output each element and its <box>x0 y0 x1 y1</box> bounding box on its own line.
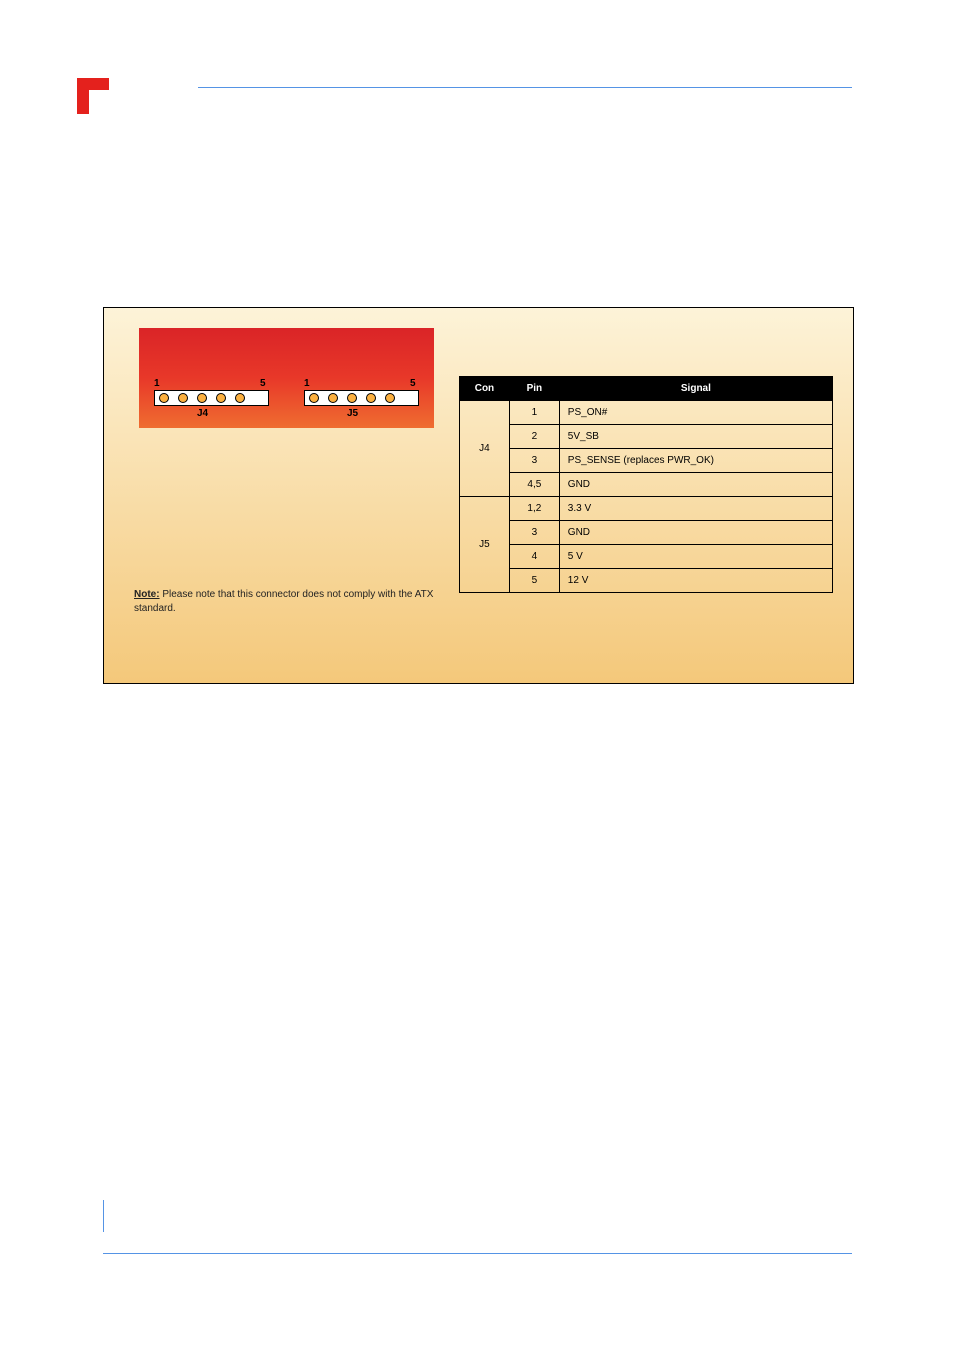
j5-label: J5 <box>347 408 358 419</box>
pin-icon <box>216 393 226 403</box>
footer-rule <box>125 1253 852 1254</box>
table-header-row: Con Pin Signal <box>460 377 833 401</box>
footer-tick-icon <box>103 1200 104 1232</box>
cell-pin: 5 <box>509 569 559 593</box>
note-block: Note: Please note that this connector do… <box>134 588 444 616</box>
table-row: J51,23.3 V <box>460 497 833 521</box>
cell-signal: 12 V <box>559 569 832 593</box>
cell-pin: 3 <box>509 521 559 545</box>
pin-icon <box>328 393 338 403</box>
j4-label: J4 <box>197 408 208 419</box>
pin-icon <box>309 393 319 403</box>
cell-signal: PS_ON# <box>559 401 832 425</box>
pinout-table: Con Pin Signal J41PS_ON#25V_SB3PS_SENSE … <box>459 376 833 593</box>
cell-pin: 2 <box>509 425 559 449</box>
col-signal: Signal <box>559 377 832 401</box>
note-text: Please note that this connector does not… <box>134 589 433 614</box>
cell-pin: 4 <box>509 545 559 569</box>
connector-j4 <box>154 390 269 406</box>
pin-icon <box>347 393 357 403</box>
footer-tick2-icon <box>103 1253 125 1254</box>
cell-pin: 3 <box>509 449 559 473</box>
connector-block: 1 5 J4 1 5 J5 <box>139 328 434 428</box>
brand-logo <box>77 78 109 114</box>
col-con: Con <box>460 377 510 401</box>
figure-box: 1 5 J4 1 5 J5 Note: Please note that thi… <box>103 307 854 684</box>
connector-j5 <box>304 390 419 406</box>
header-rule <box>198 87 852 88</box>
table-row: 3GND <box>460 521 833 545</box>
table-row: 45 V <box>460 545 833 569</box>
pin-icon <box>197 393 207 403</box>
cell-signal: GND <box>559 473 832 497</box>
cell-pin: 4,5 <box>509 473 559 497</box>
pin-icon <box>178 393 188 403</box>
table-row: 3PS_SENSE (replaces PWR_OK) <box>460 449 833 473</box>
cell-pin: 1 <box>509 401 559 425</box>
cell-signal: GND <box>559 521 832 545</box>
j5-pin5-label: 5 <box>410 378 416 389</box>
table-row: 25V_SB <box>460 425 833 449</box>
pin-icon <box>366 393 376 403</box>
table-row: 4,5GND <box>460 473 833 497</box>
pin-icon <box>235 393 245 403</box>
note-heading: Note: <box>134 589 160 600</box>
col-pin: Pin <box>509 377 559 401</box>
logo-horizontal <box>77 78 109 90</box>
cell-signal: PS_SENSE (replaces PWR_OK) <box>559 449 832 473</box>
cell-con: J4 <box>460 401 510 497</box>
cell-signal: 5 V <box>559 545 832 569</box>
j4-pin5-label: 5 <box>260 378 266 389</box>
table-row: 512 V <box>460 569 833 593</box>
cell-signal: 5V_SB <box>559 425 832 449</box>
pin-icon <box>159 393 169 403</box>
pin-icon <box>385 393 395 403</box>
cell-con: J5 <box>460 497 510 593</box>
cell-signal: 3.3 V <box>559 497 832 521</box>
j4-pin1-label: 1 <box>154 378 160 389</box>
j5-pin1-label: 1 <box>304 378 310 389</box>
cell-pin: 1,2 <box>509 497 559 521</box>
table-row: J41PS_ON# <box>460 401 833 425</box>
